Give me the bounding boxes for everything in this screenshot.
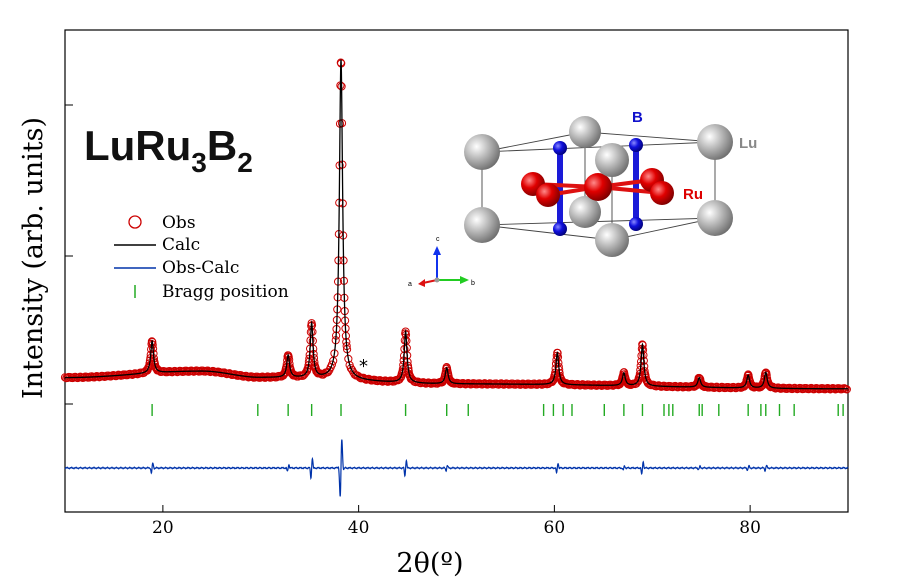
- b-atom: [629, 138, 643, 152]
- y-axis-label: Intensity (arb. units): [18, 117, 49, 399]
- legend-label-calc: Calc: [162, 235, 200, 255]
- atom-label-ru: Ru: [683, 186, 703, 203]
- x-axis-label: 2θ(º): [396, 548, 463, 579]
- legend-item-obs: Obs: [128, 213, 196, 233]
- x-tick-label: 80: [739, 518, 761, 538]
- axis-label-b: b: [471, 280, 475, 287]
- lu-atom: [697, 124, 733, 160]
- x-axis-ticks: [162, 505, 751, 512]
- lu-atom: [569, 196, 601, 228]
- x-tick-label: 60: [544, 518, 566, 538]
- obs-point: [154, 365, 163, 374]
- x-tick-label: 40: [348, 518, 370, 538]
- atom-label-b: B: [632, 109, 643, 126]
- atom-label-lu: Lu: [739, 135, 757, 152]
- series-calc-line: [65, 59, 848, 390]
- obs-point: [346, 364, 355, 373]
- ru-atom: [584, 173, 612, 201]
- bragg-position-ticks: [151, 404, 844, 416]
- axes-origin: [434, 277, 440, 283]
- series-obs-calc-line: [64, 439, 849, 497]
- legend-label-bragg: Bragg position: [162, 282, 289, 302]
- b-atom: [553, 141, 567, 155]
- legend-item-obs-calc: Obs-Calc: [114, 258, 239, 278]
- impurity-asterisk: *: [359, 356, 368, 377]
- ru-atom: [650, 181, 674, 205]
- c-axis-arrowhead: [433, 246, 441, 255]
- crystal-axes-indicator: c b a: [408, 236, 475, 288]
- obs-point: [327, 360, 337, 369]
- lu-atom: [595, 143, 629, 177]
- legend-label-obs: Obs: [162, 213, 196, 233]
- obs-point: [768, 382, 778, 391]
- obs-point: [348, 366, 357, 375]
- legend-marker-obs: [128, 215, 142, 229]
- lu-atom: [697, 200, 733, 236]
- legend-item-calc: Calc: [114, 235, 200, 255]
- annotations: *: [359, 356, 368, 377]
- legend: Obs Calc Obs-Calc Bragg position: [114, 213, 289, 302]
- lu-atom: [595, 223, 629, 257]
- x-axis-tick-labels: 20 40 60 80: [152, 518, 761, 538]
- lu-atom: [464, 207, 500, 243]
- plot-frame: [64, 29, 849, 513]
- b-axis-arrowhead: [460, 276, 469, 284]
- axis-label-c: c: [436, 236, 440, 243]
- y-axis-ticks: [65, 104, 73, 405]
- x-tick-label: 20: [152, 518, 174, 538]
- legend-label-obs-calc: Obs-Calc: [162, 258, 239, 278]
- b-atom: [553, 222, 567, 236]
- ru-atom: [536, 183, 560, 207]
- b-atom: [629, 217, 643, 231]
- a-axis-arrowhead: [418, 279, 425, 287]
- compound-title: LuRu3B2: [84, 122, 253, 178]
- legend-item-bragg: Bragg position: [134, 282, 289, 302]
- crystal-structure-inset: Lu Ru B: [464, 109, 757, 257]
- obs-point: [323, 368, 333, 377]
- lu-atom: [464, 134, 500, 170]
- axis-label-a: a: [408, 281, 412, 288]
- lu-atom: [569, 116, 601, 148]
